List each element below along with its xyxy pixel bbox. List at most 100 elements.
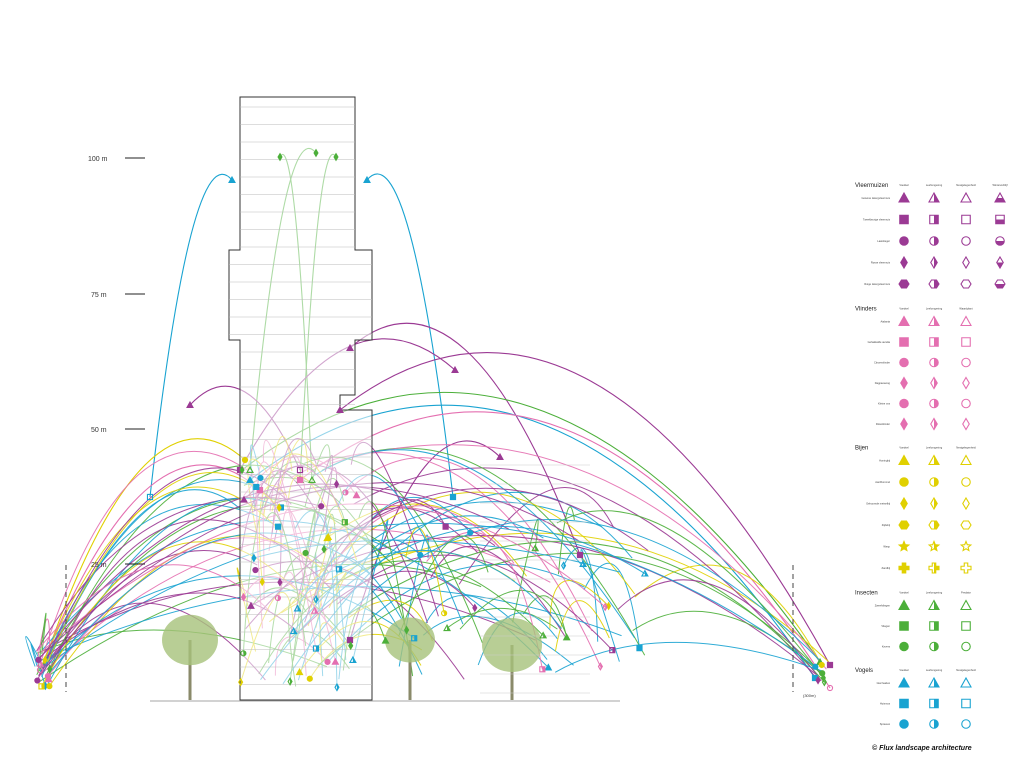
species-marker-icon xyxy=(346,636,354,644)
trees xyxy=(162,614,542,700)
species-marker-icon xyxy=(323,534,332,542)
species-marker-icon xyxy=(277,152,283,162)
triangle-icon xyxy=(898,191,910,203)
hexagon-icon xyxy=(994,279,1006,289)
connection-arc xyxy=(349,322,581,556)
species-marker-icon xyxy=(274,594,282,602)
species-marker-icon xyxy=(276,503,282,513)
circle-icon xyxy=(899,719,909,729)
legend-group-title: Bijen xyxy=(855,446,868,452)
square-icon xyxy=(929,337,939,347)
species-marker-icon xyxy=(240,495,248,503)
legend-column-label: Winterverblijf xyxy=(993,183,1008,187)
legend-group-title: Vleermuizen xyxy=(855,183,888,189)
species-marker-icon xyxy=(253,483,260,491)
species-marker-icon xyxy=(472,603,478,613)
connection-arc xyxy=(512,518,539,623)
legend-column-label: Voedsel xyxy=(899,446,909,450)
legend-column-label: Voedsel xyxy=(899,183,909,187)
diamond-icon xyxy=(930,376,938,390)
circle-icon xyxy=(961,477,971,487)
species-marker-icon xyxy=(34,677,41,684)
legend-row-label: Rosse vleermuis xyxy=(871,261,891,265)
legend-row-label: Kleine vos xyxy=(878,402,891,406)
square-icon xyxy=(899,621,909,631)
square-icon xyxy=(929,214,939,225)
species-marker-icon xyxy=(363,175,371,183)
diamond-icon xyxy=(996,255,1004,270)
species-marker-icon xyxy=(296,466,304,474)
triangle-icon xyxy=(960,454,972,466)
distance-label: (300m) xyxy=(803,693,816,698)
tree-crown xyxy=(385,617,435,663)
species-connection-arcs xyxy=(25,147,831,689)
square-icon xyxy=(995,214,1005,225)
triangle-icon xyxy=(898,454,910,466)
species-marker-icon xyxy=(562,633,571,641)
legend-group-title: Vlinders xyxy=(855,307,877,313)
species-marker-icon xyxy=(467,529,474,536)
species-marker-icon xyxy=(331,657,340,665)
species-marker-icon xyxy=(560,561,567,571)
species-marker-icon xyxy=(826,661,834,669)
star-icon xyxy=(959,540,973,552)
connection-arc xyxy=(634,564,823,666)
circle-icon xyxy=(961,719,971,729)
species-marker-icon xyxy=(609,647,616,654)
cross-icon xyxy=(960,562,972,574)
species-marker-icon xyxy=(451,365,459,373)
species-marker-icon xyxy=(342,489,349,496)
species-marker-icon xyxy=(443,623,451,632)
triangle-icon xyxy=(898,315,910,327)
square-icon xyxy=(899,698,909,709)
species-marker-icon xyxy=(812,663,819,670)
connection-arc xyxy=(459,589,569,639)
species-marker-icon xyxy=(306,675,313,682)
diamond-icon xyxy=(962,255,970,270)
connection-arc xyxy=(37,612,47,673)
circle-icon xyxy=(961,236,971,246)
diamond-icon xyxy=(900,496,908,511)
legend-column-label: Leefomgeving xyxy=(926,591,943,595)
legend-row-label: Zandbij xyxy=(881,566,890,570)
species-marker-icon xyxy=(334,682,340,692)
tree-crown xyxy=(162,614,218,666)
circle-icon xyxy=(899,641,909,652)
tree-trunk xyxy=(188,640,192,700)
connection-arc xyxy=(549,579,609,629)
species-marker-icon xyxy=(252,566,259,574)
species-marker-icon xyxy=(404,625,410,635)
species-marker-icon xyxy=(341,519,348,526)
square-icon xyxy=(899,337,909,347)
species-marker-icon xyxy=(239,465,245,475)
species-marker-icon xyxy=(321,544,327,554)
connection-arc xyxy=(45,522,816,668)
species-marker-icon xyxy=(640,569,649,577)
legend-column-label: Leefomgeving xyxy=(926,307,943,311)
legend-column-label: Leefomgeving xyxy=(926,446,943,450)
species-marker-icon xyxy=(186,400,194,408)
connection-arc xyxy=(430,545,567,639)
connection-arc xyxy=(563,547,599,642)
species-marker-icon xyxy=(597,662,603,671)
triangle-icon xyxy=(960,191,972,203)
legend: Vleermuizen Voedsel Leefomgeving Nestgelege… xyxy=(855,183,1008,729)
hexagon-icon xyxy=(898,279,910,289)
square-icon xyxy=(929,698,939,709)
triangle-icon xyxy=(960,315,972,327)
species-marker-icon xyxy=(333,479,340,489)
species-marker-icon xyxy=(324,658,331,666)
credit: © Flux landscape architecture xyxy=(872,745,972,752)
species-marker-icon xyxy=(348,655,357,663)
star-icon xyxy=(897,540,911,552)
species-marker-icon xyxy=(313,595,319,604)
legend-group-title: Vogels xyxy=(855,668,873,674)
species-marker-icon xyxy=(295,667,304,676)
connection-arc xyxy=(343,541,825,683)
legend-column-label: Leefomgeving xyxy=(926,668,943,672)
species-marker-icon xyxy=(820,673,826,683)
connection-arc xyxy=(299,411,831,689)
species-marker-icon xyxy=(246,475,254,483)
diamond-icon xyxy=(930,496,938,511)
square-icon xyxy=(899,214,909,225)
